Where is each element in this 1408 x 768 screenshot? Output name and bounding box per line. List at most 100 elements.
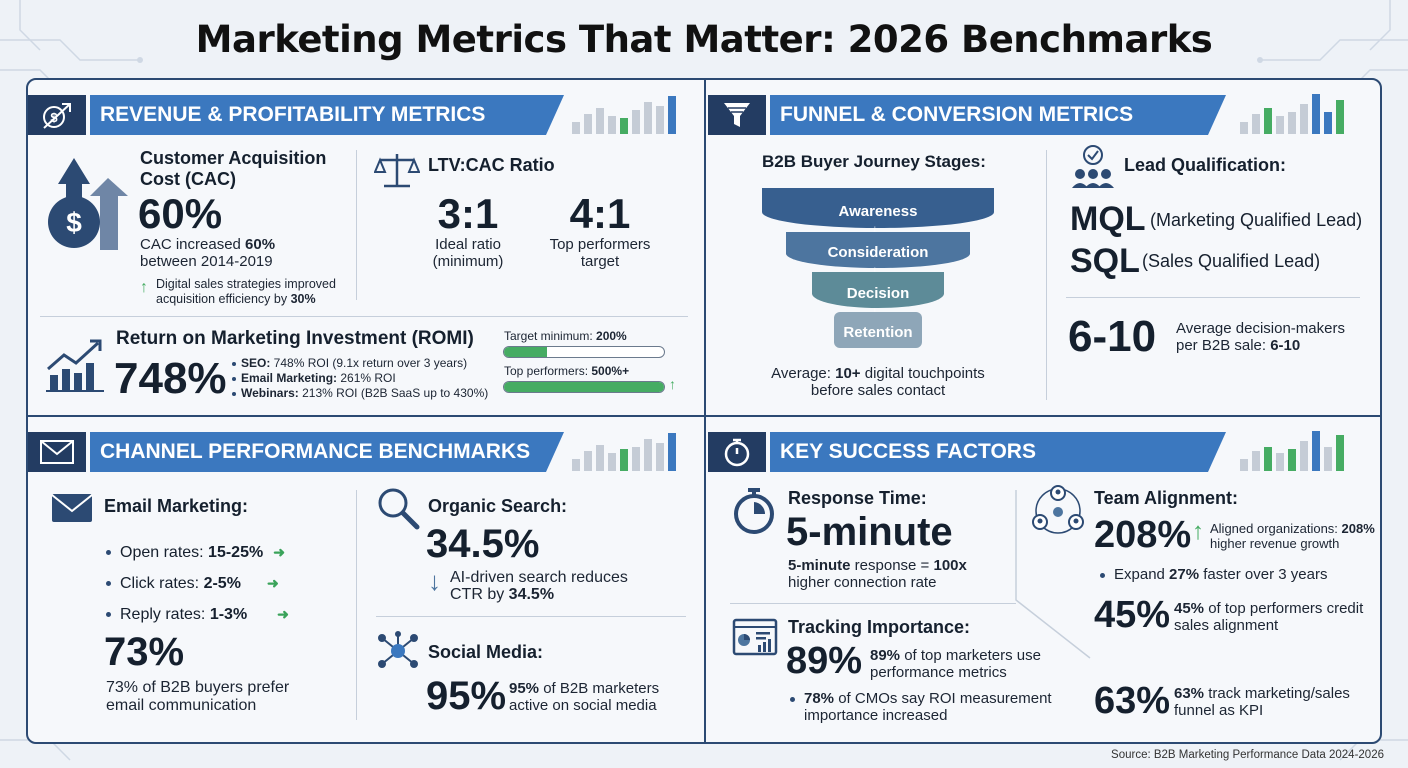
funnel-stage-decision: Decision — [812, 272, 944, 308]
tracking-caption: 89% of top marketers use performance met… — [870, 647, 1041, 681]
svg-text:$: $ — [66, 207, 82, 238]
romi-item-webinars: Webinars: 213% ROI (B2B SaaS up to 430%) — [232, 386, 488, 401]
funnel-arrow-icon: ↓ — [872, 263, 878, 277]
success-connector-lines — [1015, 490, 1091, 659]
credit-caption: 45% of top performers credit sales align… — [1174, 600, 1364, 634]
sql-description: (Sales Qualified Lead) — [1142, 251, 1321, 271]
ltv-top-caption: Top performers target — [549, 236, 651, 270]
team-up-arrow-icon: ↑ — [1192, 518, 1204, 545]
funnel-stage-retention: Retention — [834, 312, 922, 348]
response-divider — [730, 603, 1016, 604]
magnifier-icon — [378, 488, 420, 530]
lead-qualification-label: Lead Qualification: — [1124, 155, 1287, 175]
stopwatch-icon — [734, 488, 774, 534]
scale-icon — [374, 154, 420, 188]
email-preference-value: 73% — [104, 630, 185, 674]
source-note: Source: B2B Marketing Performance Data 2… — [1111, 749, 1384, 761]
organic-caption: AI-driven search reduces CTR by 34.5% — [450, 569, 628, 603]
decision-makers-value: 6-10 — [1068, 312, 1157, 361]
romi-breakdown: SEO: 748% ROI (9.1x return over 3 years)… — [232, 356, 488, 401]
email-click-rate: Click rates: 2-5% ➜ — [106, 568, 289, 599]
success-header-bars — [1240, 429, 1344, 471]
email-preference-caption: 73% of B2B buyers prefer email communicat… — [106, 679, 290, 714]
response-label: Response Time: — [788, 488, 927, 508]
social-label: Social Media: — [428, 642, 544, 662]
ltv-ideal-value: 3:1 — [437, 190, 499, 237]
funnel-header: FUNNEL & CONVERSION METRICS — [770, 95, 1226, 135]
social-value: 95% — [426, 674, 507, 718]
romi-target-progress — [503, 346, 665, 358]
touchpoints-note: Average: 10+ digital touchpoints before … — [771, 365, 985, 399]
organic-divider — [376, 616, 686, 617]
channel-inner-divider — [356, 490, 357, 720]
organic-value: 34.5% — [426, 522, 540, 566]
romi-label: Return on Marketing Investment (ROMI) — [116, 328, 474, 349]
decision-makers-caption: Average decision-makers per B2B sale: 6-… — [1176, 320, 1345, 354]
cac-value: 60% — [138, 190, 223, 237]
response-caption: 5-minute response = 100x higher connecti… — [788, 557, 967, 591]
channel-header: CHANNEL PERFORMANCE BENCHMARKS — [90, 432, 564, 472]
revenue-row-divider — [40, 316, 688, 317]
email-label: Email Marketing: — [104, 496, 249, 516]
funnel-arrow-icon: ↓ — [872, 304, 878, 318]
email-reply-rate: Reply rates: 1-3% ➜ — [106, 599, 289, 630]
romi-target-label: Target minimum: 200% — [504, 329, 627, 343]
credit-value: 45% — [1094, 594, 1171, 636]
team-label: Team Alignment: — [1094, 488, 1239, 508]
response-value: 5-minute — [786, 510, 953, 554]
horizontal-divider — [27, 415, 1381, 417]
funnel-icon — [708, 95, 766, 135]
sql-acronym: SQL — [1070, 242, 1140, 280]
romi-top-progress — [503, 381, 665, 393]
funnel-inner-divider — [1046, 150, 1047, 400]
cac-description: CAC increased 60% between 2014-2019 — [140, 236, 276, 270]
romi-item-email: Email Marketing: 261% ROI — [232, 371, 488, 386]
revenue-header: REVENUE & PROFITABILITY METRICS — [90, 95, 564, 135]
cac-up-arrow-icon: ↑ — [140, 279, 148, 296]
ltv-top-value: 4:1 — [569, 190, 631, 237]
lead-divider — [1066, 297, 1360, 298]
cac-label: Customer Acquisition Cost (CAC) — [140, 148, 327, 189]
organic-label: Organic Search: — [428, 496, 568, 516]
social-caption: 95% of B2B marketers active on social me… — [509, 680, 660, 714]
page-title: Marketing Metrics That Matter: 2026 Benc… — [195, 18, 1213, 61]
revenue-header-bars — [572, 92, 676, 134]
revenue-inner-divider — [356, 150, 357, 300]
romi-value: 748% — [114, 354, 227, 403]
stopwatch-header-icon — [708, 432, 766, 472]
funnel-header-bars — [1240, 92, 1344, 134]
team-caption: Aligned organizations: 208% higher reven… — [1210, 521, 1375, 551]
ltv-label: LTV:CAC Ratio — [428, 155, 555, 175]
tracking-value: 89% — [786, 640, 863, 682]
kpi-caption: 63% track marketing/sales funnel as KPI — [1174, 685, 1350, 719]
romi-up-arrow-icon: ↑ — [669, 376, 676, 392]
channel-header-bars — [572, 429, 676, 471]
team-alignment-icon — [1032, 485, 1084, 534]
envelope-icon — [28, 432, 86, 472]
email-rates-list: Open rates: 15-25% ➜ Click rates: 2-5% ➜ R… — [106, 537, 289, 630]
team-value: 208% — [1094, 514, 1192, 556]
rising-chart-icon — [46, 339, 104, 392]
journey-label: B2B Buyer Journey Stages: — [762, 152, 986, 171]
cac-growth-icon: $ — [48, 158, 128, 250]
cac-note: Digital sales strategies improved acquis… — [156, 277, 336, 306]
romi-item-seo: SEO: 748% ROI (9.1x return over 3 years) — [232, 356, 488, 371]
organic-down-arrow-icon: ↓ — [428, 566, 441, 596]
mql-acronym: MQL — [1070, 200, 1146, 238]
funnel-stage-awareness: Awareness — [762, 188, 994, 228]
expand-note: Expand 27% faster over 3 years — [1100, 566, 1327, 583]
cmo-roi-note: 78% of CMOs say ROI measurement importan… — [790, 690, 1052, 724]
success-header: KEY SUCCESS FACTORS — [770, 432, 1226, 472]
funnel-stage-consideration: Consideration — [786, 232, 970, 268]
kpi-value: 63% — [1094, 680, 1171, 722]
vertical-divider — [704, 79, 706, 743]
romi-top-label: Top performers: 500%+ — [504, 364, 630, 378]
funnel-arrow-icon: ↓ — [872, 222, 878, 236]
email-open-rate: Open rates: 15-25% ➜ — [106, 537, 289, 568]
network-icon — [378, 631, 418, 668]
mql-description: (Marketing Qualified Lead) — [1150, 210, 1363, 230]
email-envelope-icon — [51, 494, 93, 522]
dashboard-icon — [732, 618, 778, 656]
money-growth-icon: $ — [28, 95, 86, 135]
team-check-icon — [1072, 145, 1114, 188]
